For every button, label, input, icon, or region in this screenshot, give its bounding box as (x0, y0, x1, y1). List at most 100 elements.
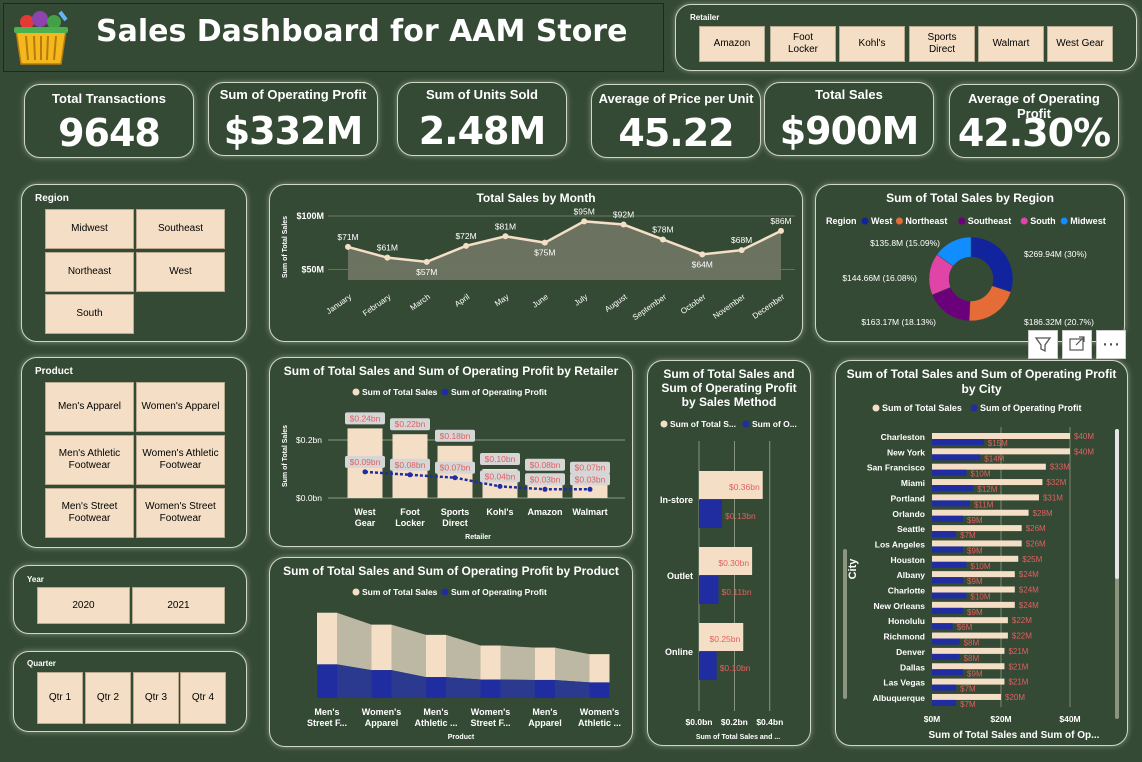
kpi-sum-operating-profit: Sum of Operating Profit $332M (208, 82, 378, 156)
sales-by-region-chart[interactable]: Sum of Total Sales by Region Region West N… (815, 184, 1125, 342)
label-background (480, 453, 520, 465)
legend-item: Northeast (905, 216, 947, 226)
profit-bar (932, 546, 964, 553)
sales-profit-by-method-chart[interactable]: Sum of Total Sales and Sum of Operating … (647, 360, 811, 746)
sales-bar (426, 634, 446, 678)
legend-item: Sum of O... (752, 419, 797, 429)
x-tick-label: Direct (442, 518, 468, 528)
y-tick-label: Dallas (900, 662, 925, 672)
sales-bar (932, 555, 1019, 562)
total-sales-by-month-chart[interactable]: Total Sales by Month $100M $50M Sum of Tot… (269, 184, 803, 342)
retailer-walmart-button[interactable]: Walmart (978, 26, 1044, 62)
region-south-button[interactable]: South (45, 294, 134, 334)
retailer-amazon-button[interactable]: Amazon (699, 26, 765, 62)
x-tick-label: Amazon (527, 507, 562, 517)
y-tick-label: Charleston (881, 432, 925, 442)
legend-title: Region (826, 216, 857, 226)
legend-item: South (1030, 216, 1056, 226)
sales-profit-by-product-chart[interactable]: Sum of Total Sales and Sum of Operating … (269, 557, 633, 747)
profit-bar (426, 677, 446, 698)
profit-line (364, 470, 590, 491)
y-tick-label: $100M (296, 211, 324, 221)
x-tick-label: West (354, 507, 375, 517)
quarter-qtr2-button[interactable]: Qtr 2 (85, 672, 131, 724)
region-southeast-button[interactable]: Southeast (136, 209, 225, 249)
donut-slice (970, 236, 1014, 293)
more-options-icon[interactable]: ⋯ (1096, 330, 1126, 359)
profit-bar (932, 531, 957, 538)
y-tick-label: Seattle (897, 524, 925, 534)
profit-bar (932, 439, 984, 445)
slice-label: $163.17M (18.13%) (861, 317, 936, 327)
product-womens-street-footwear-button[interactable]: Women's Street Footwear (136, 488, 225, 538)
sales-bar (932, 678, 1005, 685)
legend-marker (441, 588, 449, 596)
product-womens-athletic-footwear-button[interactable]: Women's Athletic Footwear (136, 435, 225, 485)
sales-bar (589, 654, 610, 683)
data-label: $20M (1005, 693, 1025, 702)
filter-icon[interactable] (1028, 330, 1058, 359)
profit-point (362, 469, 368, 475)
profit-bar (932, 592, 967, 599)
region-northeast-button[interactable]: Northeast (45, 252, 134, 292)
x-tick-label: $0.4bn (756, 717, 783, 727)
y-tick-label: $50M (301, 264, 324, 274)
chart-title: Total Sales by Month (476, 191, 596, 205)
data-point (699, 251, 706, 258)
data-label: $9M (967, 516, 983, 525)
month-chart-svg: $100M $50M Sum of Total Sales $71M January $6… (282, 206, 795, 322)
retailer-west-gear-button[interactable]: West Gear (1047, 26, 1113, 62)
data-label: $0.04bn (485, 471, 516, 481)
quarter-qtr1-button[interactable]: Qtr 1 (37, 672, 83, 724)
sales-bar (932, 647, 1005, 654)
donut-slice (968, 285, 1012, 322)
sales-profit-by-retailer-chart[interactable]: Sum of Total Sales and Sum of Operating … (269, 357, 633, 547)
region-chart-svg: Region West Northeast Southeast South Midwest… (826, 216, 1106, 327)
sales-ribbon (391, 624, 426, 678)
sales-ribbon (500, 645, 535, 680)
label-background (390, 418, 430, 431)
kpi-title: Sum of Operating Profit (219, 87, 367, 102)
sales-profit-by-city-chart[interactable]: Sum of Total Sales and Sum of Operating … (835, 360, 1128, 746)
product-mens-athletic-footwear-button[interactable]: Men's Athletic Footwear (45, 435, 134, 485)
year-2021-button[interactable]: 2021 (132, 587, 225, 624)
retailer-sports-direct-button[interactable]: Sports Direct (909, 26, 975, 62)
quarter-qtr4-button[interactable]: Qtr 4 (180, 672, 226, 724)
data-label: $6M (957, 623, 973, 632)
year-2020-button[interactable]: 2020 (37, 587, 130, 624)
kpi-total-transactions: Total Transactions 9648 (24, 84, 194, 158)
retailer-foot-locker-button[interactable]: Foot Locker (770, 26, 836, 62)
visual-toolbar: ⋯ (1028, 330, 1128, 360)
sales-line (347, 220, 782, 264)
x-tick-label: Women's (471, 707, 510, 717)
kpi-sum-units-sold: Sum of Units Sold 2.48M (397, 82, 567, 156)
x-tick-label: June (531, 292, 551, 310)
legend-marker (861, 217, 869, 225)
region-west-button[interactable]: West (136, 252, 225, 292)
kpi-value: $332M (223, 109, 364, 153)
legend-item: Sum of Total Sales (362, 587, 438, 597)
profit-bar (480, 679, 501, 698)
region-midwest-button[interactable]: Midwest (45, 209, 134, 249)
product-mens-street-footwear-button[interactable]: Men's Street Footwear (45, 488, 134, 538)
legend-item: Sum of Operating Profit (451, 387, 547, 397)
x-tick-label: Street F... (470, 718, 510, 728)
data-label: $21M (1008, 647, 1028, 656)
y-axis-label: Sum of Total Sales (282, 425, 289, 487)
data-point (778, 227, 784, 234)
data-label: $0.07bn (575, 463, 606, 473)
data-label: $0.03bn (530, 474, 561, 484)
focus-mode-icon[interactable] (1062, 330, 1092, 359)
x-tick-label: Women's (580, 707, 619, 717)
retailer-kohls-button[interactable]: Kohl's (839, 26, 905, 62)
y-tick-label: $0.0bn (296, 493, 322, 503)
product-womens-apparel-button[interactable]: Women's Apparel (136, 382, 225, 432)
legend-item: Sum of Operating Profit (980, 403, 1082, 413)
data-label: $72M (455, 231, 476, 241)
data-label: $0.03bn (575, 474, 606, 484)
legend-item: Sum of Total Sales (362, 387, 438, 397)
data-label: $0.13bn (725, 511, 756, 521)
product-mens-apparel-button[interactable]: Men's Apparel (45, 382, 134, 432)
quarter-qtr3-button[interactable]: Qtr 3 (133, 672, 179, 724)
product-slicer-title: Product (35, 366, 73, 377)
